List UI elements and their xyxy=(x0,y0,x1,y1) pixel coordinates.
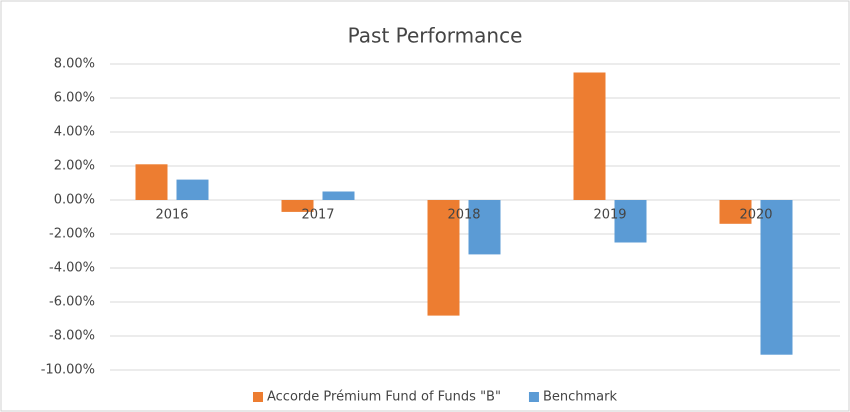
bar xyxy=(468,200,501,255)
bar xyxy=(614,200,647,243)
bar xyxy=(719,200,752,224)
bar xyxy=(427,200,460,316)
x-tick-label: 2016 xyxy=(155,208,188,223)
y-tick-label: 8.00% xyxy=(54,57,95,72)
x-tick-label: 2019 xyxy=(593,208,626,223)
y-tick-label: 6.00% xyxy=(54,91,95,106)
bar xyxy=(281,200,314,212)
y-tick-label: -8.00% xyxy=(49,329,95,344)
bar xyxy=(135,164,168,200)
y-tick-label: 0.00% xyxy=(54,193,95,208)
chart-title: Past Performance xyxy=(348,24,523,48)
bar xyxy=(176,179,209,200)
legend-swatch xyxy=(528,392,539,402)
x-tick-label: 2020 xyxy=(739,208,772,223)
x-tick-label: 2018 xyxy=(447,208,480,223)
y-tick-label: -10.00% xyxy=(41,363,95,378)
bar xyxy=(322,191,355,200)
y-tick-label: 4.00% xyxy=(54,125,95,140)
legend-label: Accorde Prémium Fund of Funds "B" xyxy=(267,390,501,405)
x-tick-label: 2017 xyxy=(301,208,334,223)
legend-swatch xyxy=(252,392,263,402)
y-tick-label: -6.00% xyxy=(49,295,95,310)
y-tick-label: -2.00% xyxy=(49,227,95,242)
bar xyxy=(760,200,793,355)
bar xyxy=(573,72,606,200)
y-tick-label: -4.00% xyxy=(49,261,95,276)
y-tick-label: 2.00% xyxy=(54,159,95,174)
legend-label: Benchmark xyxy=(543,390,618,405)
